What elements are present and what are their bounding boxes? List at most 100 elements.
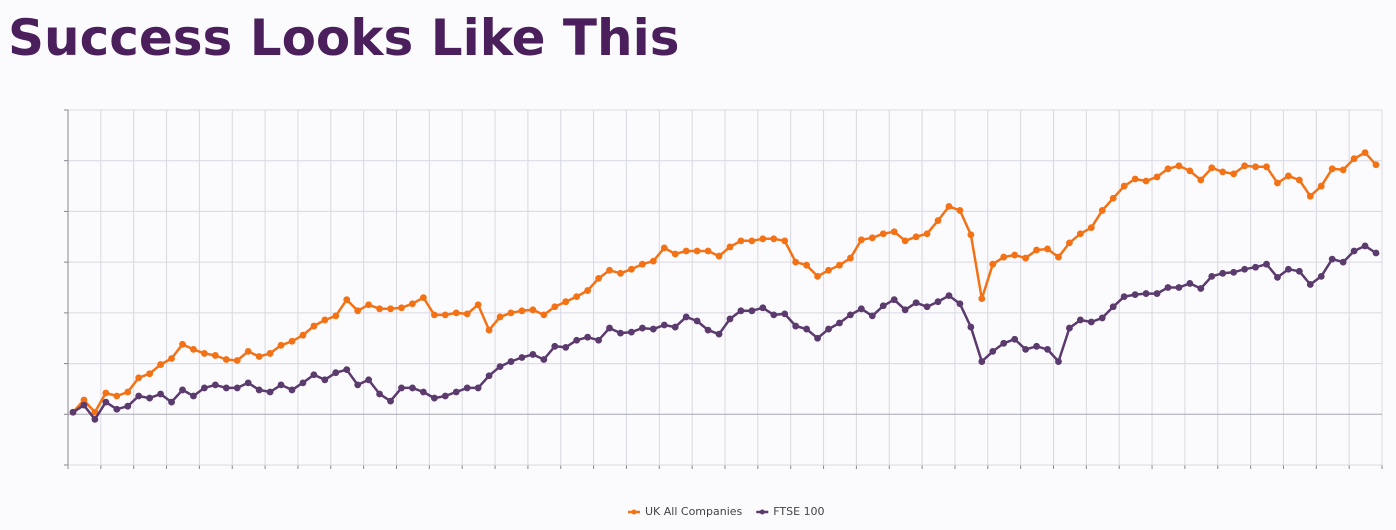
data-point <box>847 311 854 319</box>
data-point <box>1087 224 1095 232</box>
data-point <box>1055 358 1062 365</box>
data-point <box>1361 242 1369 250</box>
data-point <box>715 252 723 260</box>
data-point <box>1252 163 1259 171</box>
data-point <box>956 300 964 308</box>
data-point <box>1285 265 1292 273</box>
data-point <box>474 384 482 392</box>
data-point <box>332 312 340 320</box>
data-point <box>1219 168 1227 176</box>
data-point <box>693 247 701 255</box>
data-point <box>1076 230 1084 238</box>
data-point <box>1263 163 1270 171</box>
data-point <box>890 296 898 304</box>
data-point <box>1350 247 1358 255</box>
legend-label: UK All Companies <box>645 505 743 518</box>
data-point <box>836 319 843 327</box>
data-point <box>1372 161 1380 169</box>
data-point <box>1208 272 1216 280</box>
data-point <box>430 311 438 319</box>
data-point <box>507 309 515 317</box>
data-point <box>1285 172 1292 180</box>
data-point <box>1230 268 1238 276</box>
data-point <box>715 330 723 338</box>
lines <box>69 149 1380 423</box>
data-point <box>113 405 121 413</box>
data-point <box>102 389 110 397</box>
data-point <box>759 235 767 243</box>
data-point <box>1317 182 1325 190</box>
data-point <box>857 236 865 244</box>
data-point <box>825 266 832 274</box>
data-point <box>934 298 942 306</box>
data-point <box>430 394 438 402</box>
data-point <box>573 293 581 301</box>
data-point <box>1098 314 1106 322</box>
data-point <box>365 376 373 384</box>
data-point <box>1219 269 1227 277</box>
data-point <box>496 363 504 371</box>
data-point <box>978 295 986 303</box>
data-point <box>1153 290 1161 297</box>
data-point <box>1142 290 1150 297</box>
data-point <box>1066 239 1073 247</box>
data-point <box>638 324 646 332</box>
data-point <box>463 310 471 318</box>
data-point <box>989 348 997 355</box>
data-point <box>157 361 164 368</box>
data-point <box>857 305 865 313</box>
data-point <box>1230 170 1238 178</box>
data-point <box>868 312 876 320</box>
data-point <box>617 329 624 337</box>
data-point <box>179 386 186 394</box>
data-point <box>562 298 570 306</box>
data-point <box>244 379 252 387</box>
data-point <box>814 272 821 280</box>
data-point <box>682 313 690 321</box>
data-point <box>1175 162 1183 170</box>
data-point <box>901 306 909 314</box>
data-point <box>190 345 197 353</box>
data-point <box>419 294 427 302</box>
data-point <box>102 398 110 406</box>
data-point <box>168 355 175 362</box>
data-point <box>387 397 394 405</box>
data-point <box>704 326 712 334</box>
data-point <box>1087 318 1095 326</box>
data-point <box>606 266 613 274</box>
data-point <box>693 317 701 325</box>
data-point <box>1109 194 1117 202</box>
data-point <box>584 287 592 294</box>
data-point <box>879 302 887 310</box>
data-point <box>1098 207 1106 214</box>
data-point <box>277 381 285 389</box>
data-point <box>1000 339 1008 347</box>
data-point <box>343 366 351 374</box>
data-point <box>1044 245 1051 253</box>
data-point <box>398 304 405 312</box>
data-point <box>682 247 690 255</box>
data-point <box>1142 177 1150 185</box>
data-point <box>628 328 635 336</box>
data-point <box>266 388 274 396</box>
data-point <box>1175 284 1183 291</box>
data-point <box>463 384 471 392</box>
data-point <box>1295 176 1303 184</box>
data-point <box>200 384 208 392</box>
data-point <box>343 296 351 304</box>
data-point <box>649 257 657 265</box>
data-point <box>146 370 154 378</box>
data-point <box>792 258 800 266</box>
data-point <box>69 408 77 416</box>
data-point <box>1164 165 1172 173</box>
data-point <box>923 303 931 311</box>
data-point <box>1339 166 1347 174</box>
data-point <box>1044 345 1051 353</box>
data-point <box>211 381 219 389</box>
data-point <box>1274 179 1281 187</box>
data-point <box>671 250 679 258</box>
data-point <box>1197 285 1205 292</box>
data-point <box>1208 164 1216 172</box>
data-point <box>157 390 164 398</box>
data-point <box>803 325 811 333</box>
